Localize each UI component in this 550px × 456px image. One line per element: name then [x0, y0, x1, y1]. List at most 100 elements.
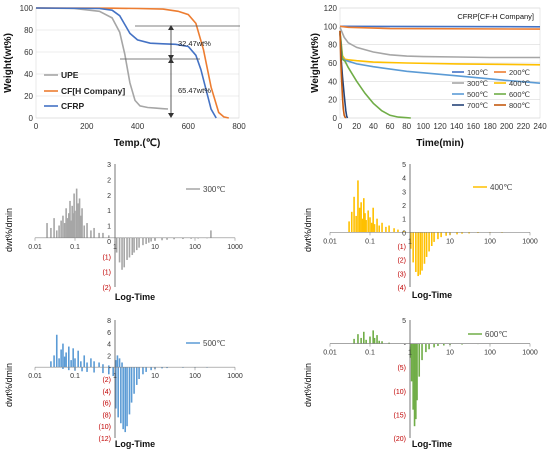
data-bar: [418, 343, 421, 377]
data-bar: [385, 226, 387, 233]
y-tick-label: 3: [402, 189, 406, 196]
data-bar: [126, 367, 128, 427]
dtg-500c-axes: 0.01 0.1 1 10 100 1000 8 6 4 2 - (2) (4) (6) (8) (10) (1…: [28, 318, 243, 443]
data-bar: [108, 235, 110, 238]
data-bar: [369, 217, 371, 233]
data-bar: [108, 367, 110, 375]
legend-label: 600℃: [509, 90, 531, 99]
data-bar: [72, 213, 74, 238]
x-tick-label: 160: [467, 122, 481, 131]
data-bar: [118, 237, 121, 263]
data-bar: [372, 207, 374, 233]
x-tick-label: 0.1: [70, 244, 80, 251]
data-bar: [378, 225, 381, 233]
dtg-400c-x-axis-label: Log-Time: [412, 290, 452, 300]
data-bar: [62, 367, 64, 369]
x-tick-label: 0.1: [365, 238, 375, 245]
x-tick-label: 1000: [227, 244, 243, 251]
data-bar: [128, 367, 131, 415]
data-bar: [60, 220, 62, 238]
tga-temperature-chart: 0 20 40 60 80 100 0 200 400 600 800 32.47wt% 65.4…: [3, 4, 246, 149]
series-line: [339, 30, 541, 66]
y-tick-label: 1: [107, 224, 111, 231]
y-tick-label: 100: [324, 22, 338, 31]
data-bar: [355, 215, 357, 233]
y-tick-label: (10): [394, 389, 406, 396]
data-bar: [93, 227, 95, 238]
x-tick-label: 1: [408, 238, 412, 245]
data-bar: [419, 232, 422, 275]
data-bar: [357, 180, 359, 233]
y-tick-label: 60: [328, 59, 337, 68]
isothermal-legend: 100℃ 200℃ 300℃ 400℃ 500℃ 600℃ 700℃ 800℃: [452, 68, 531, 110]
tga-x-axis-label: Temp.(℃): [114, 138, 161, 149]
data-bar: [415, 343, 417, 420]
dtg-400c-bars: [348, 180, 503, 277]
data-bar: [210, 230, 212, 238]
legend-label: 200℃: [509, 68, 531, 77]
data-bar: [55, 230, 58, 238]
data-bar: [53, 355, 55, 368]
data-bar: [363, 198, 365, 233]
data-bar: [55, 334, 58, 368]
y-tick-label: (15): [394, 412, 406, 419]
data-bar: [115, 237, 118, 253]
x-tick-label: 0.01: [323, 350, 337, 357]
data-bar: [75, 188, 78, 238]
data-bar: [80, 215, 82, 238]
arrowhead-down-icon: [168, 55, 174, 60]
x-tick-label: 100: [189, 244, 201, 251]
data-bar: [412, 232, 414, 263]
legend-label: 500℃: [467, 90, 489, 99]
data-bar: [86, 367, 88, 372]
series-line: [339, 30, 347, 119]
series-line: [35, 7, 229, 119]
data-bar: [415, 232, 417, 272]
series-line: [339, 25, 541, 28]
y-tick-label: (20): [394, 436, 406, 443]
y-tick-label: 80: [24, 26, 33, 35]
data-bar: [161, 367, 163, 369]
tga-series-lines: [35, 7, 229, 119]
x-tick-label: 10: [446, 238, 454, 245]
y-tick-label: (4): [397, 285, 406, 292]
data-bar: [412, 343, 414, 410]
data-bar: [135, 367, 138, 385]
x-tick-label: 200: [500, 122, 514, 131]
y-tick-label: (12): [99, 436, 111, 443]
data-bar: [58, 358, 60, 368]
arrowhead-down-icon: [168, 113, 174, 118]
y-tick-label: (4): [102, 389, 111, 396]
x-tick-label: 0.01: [28, 244, 42, 251]
y-tick-label: 1: [402, 217, 406, 224]
data-bar: [133, 367, 135, 394]
data-bar: [388, 342, 390, 344]
legend-label-600c: 600℃: [485, 330, 507, 339]
data-bar: [93, 361, 95, 368]
data-bar: [102, 367, 104, 374]
data-bar: [370, 222, 373, 233]
legend-label: 800℃: [509, 101, 531, 110]
data-bar: [108, 365, 110, 368]
y-tick-label: (1): [102, 270, 111, 277]
data-bar: [150, 237, 152, 242]
data-bar: [413, 343, 416, 427]
y-tick-label: 5: [402, 162, 406, 169]
data-bar: [80, 361, 82, 368]
x-tick-label: 1000: [522, 238, 538, 245]
data-bar: [403, 230, 405, 233]
y-tick-label: -: [404, 342, 407, 349]
y-tick-label: 0: [402, 230, 406, 237]
data-bar: [440, 232, 442, 238]
x-tick-label: 80: [402, 122, 411, 131]
data-bar: [381, 222, 383, 233]
data-bar: [65, 352, 67, 368]
legend-label-300c: 300℃: [203, 185, 225, 194]
legend-label: 100℃: [467, 68, 489, 77]
data-bar: [102, 232, 104, 238]
data-bar: [117, 367, 119, 418]
data-bar: [425, 343, 427, 353]
y-tick-label: 40: [328, 77, 337, 86]
isothermal-series-lines: [339, 25, 541, 119]
